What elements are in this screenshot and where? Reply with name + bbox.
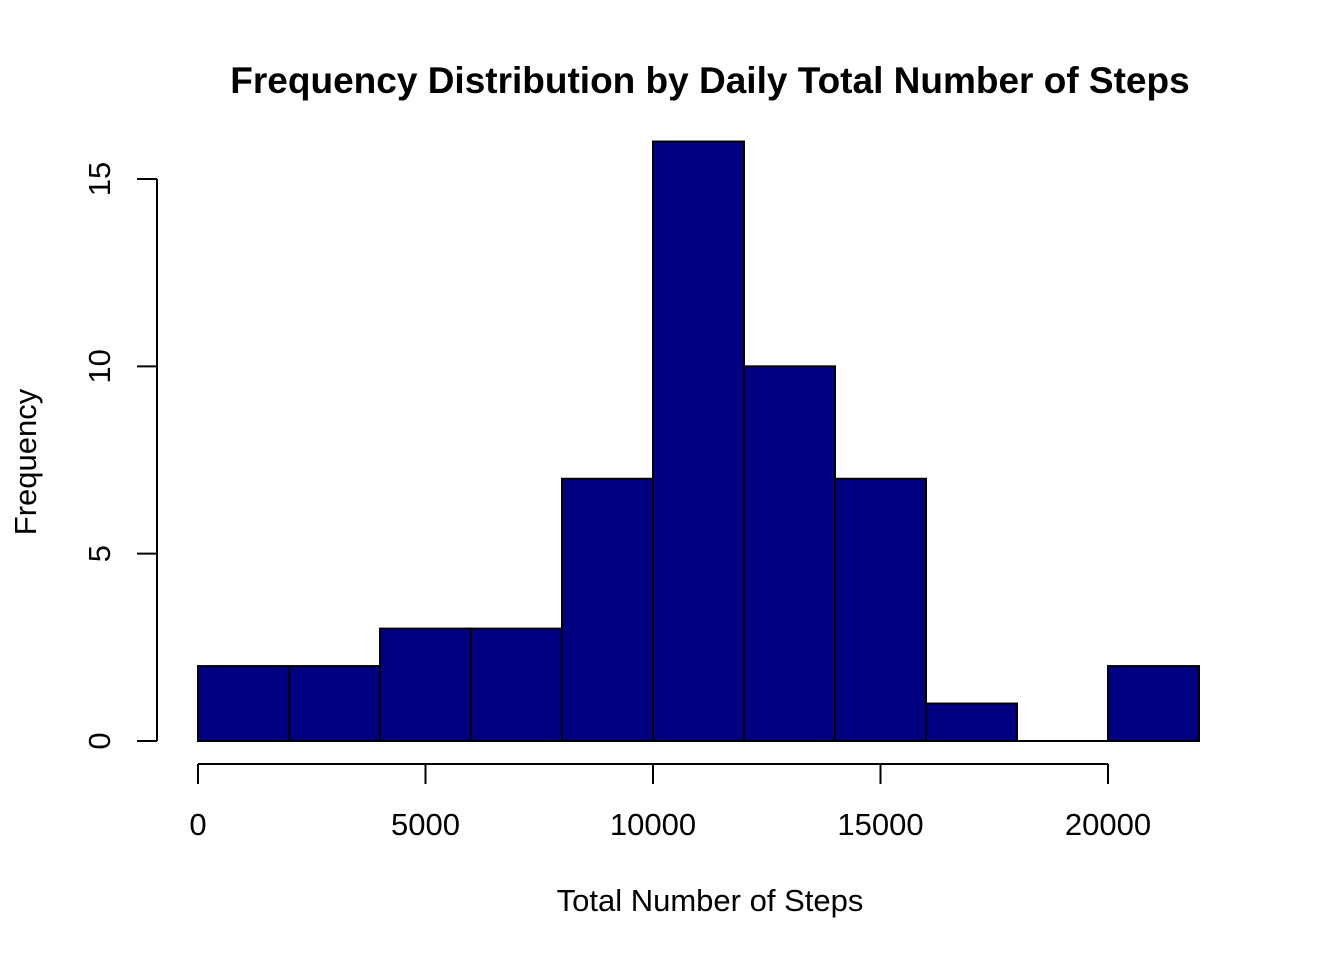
histogram-bar-2 xyxy=(379,627,472,742)
y-tick-label-2: 10 xyxy=(82,349,117,383)
x-tick-label-4: 20000 xyxy=(1065,807,1151,842)
y-tick-label-1: 5 xyxy=(82,545,117,562)
y-tick-label-0: 0 xyxy=(82,732,117,749)
y-axis-label: Frequency xyxy=(8,388,43,535)
histogram-bar-6 xyxy=(743,365,836,742)
histogram-bar-1 xyxy=(288,665,381,742)
y-axis: 0 5 10 15 xyxy=(82,162,158,750)
histogram-bar-10 xyxy=(1107,665,1200,742)
bars-group xyxy=(197,140,1200,743)
histogram-bar-0 xyxy=(197,665,290,742)
histogram-bar-5 xyxy=(652,140,745,743)
histogram-bar-3 xyxy=(470,627,563,742)
x-tick-label-2: 10000 xyxy=(610,807,696,842)
x-tick-label-0: 0 xyxy=(189,807,206,842)
histogram-bar-4 xyxy=(561,477,654,742)
histogram-bar-7 xyxy=(834,477,927,742)
x-axis-label: Total Number of Steps xyxy=(557,883,864,918)
histogram-bar-8 xyxy=(925,702,1018,742)
x-axis: 0 5000 10000 15000 20000 xyxy=(189,763,1151,842)
y-tick-label-3: 15 xyxy=(82,162,117,196)
x-tick-label-3: 15000 xyxy=(837,807,923,842)
chart-title: Frequency Distribution by Daily Total Nu… xyxy=(230,60,1189,101)
x-tick-label-1: 5000 xyxy=(391,807,460,842)
